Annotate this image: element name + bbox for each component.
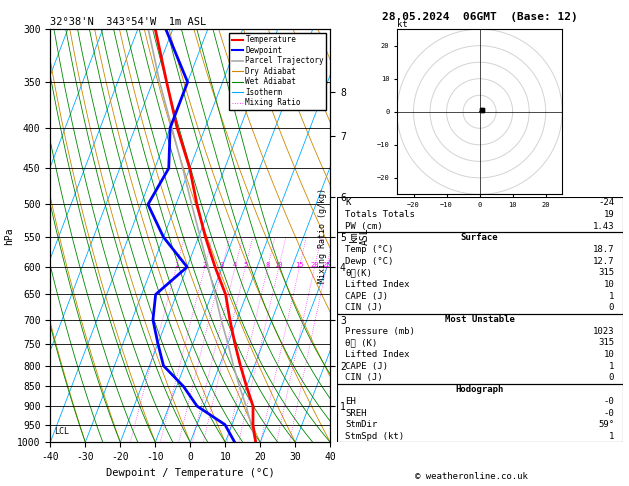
X-axis label: Dewpoint / Temperature (°C): Dewpoint / Temperature (°C) <box>106 468 275 478</box>
Text: Most Unstable: Most Unstable <box>445 315 515 324</box>
Text: 15: 15 <box>295 262 304 268</box>
Text: StmDir: StmDir <box>345 420 377 429</box>
Text: 12.7: 12.7 <box>593 257 614 266</box>
Text: 0: 0 <box>609 303 614 312</box>
Text: -0: -0 <box>603 409 614 417</box>
Text: -24: -24 <box>598 198 614 207</box>
Text: θᴇ (K): θᴇ (K) <box>345 338 377 347</box>
Text: PW (cm): PW (cm) <box>345 222 382 230</box>
Text: 10: 10 <box>603 350 614 359</box>
Legend: Temperature, Dewpoint, Parcel Trajectory, Dry Adiabat, Wet Adiabat, Isotherm, Mi: Temperature, Dewpoint, Parcel Trajectory… <box>230 33 326 110</box>
Text: StmSpd (kt): StmSpd (kt) <box>345 432 404 441</box>
Text: 315: 315 <box>598 268 614 278</box>
Text: 1: 1 <box>609 292 614 301</box>
Text: EH: EH <box>345 397 356 406</box>
Text: θᴇ(K): θᴇ(K) <box>345 268 372 278</box>
Text: Pressure (mb): Pressure (mb) <box>345 327 415 336</box>
Text: Mixing Ratio (g/kg): Mixing Ratio (g/kg) <box>318 188 327 283</box>
Text: LCL: LCL <box>54 427 69 436</box>
Text: CAPE (J): CAPE (J) <box>345 362 388 371</box>
Text: Lifted Index: Lifted Index <box>345 350 409 359</box>
Y-axis label: km
ASL: km ASL <box>348 227 370 244</box>
Text: 1.43: 1.43 <box>593 222 614 230</box>
Text: CAPE (J): CAPE (J) <box>345 292 388 301</box>
Text: 1: 1 <box>609 432 614 441</box>
Text: Hodograph: Hodograph <box>455 385 504 394</box>
Text: 18.7: 18.7 <box>593 245 614 254</box>
Text: K: K <box>345 198 350 207</box>
Text: 315: 315 <box>598 338 614 347</box>
Text: 0: 0 <box>609 373 614 382</box>
Text: 1: 1 <box>609 362 614 371</box>
Text: 10: 10 <box>603 280 614 289</box>
Text: Lifted Index: Lifted Index <box>345 280 409 289</box>
Text: SREH: SREH <box>345 409 367 417</box>
Text: 4: 4 <box>233 262 237 268</box>
Text: 5: 5 <box>243 262 247 268</box>
Text: 28.05.2024  06GMT  (Base: 12): 28.05.2024 06GMT (Base: 12) <box>382 12 577 22</box>
Y-axis label: hPa: hPa <box>4 227 14 244</box>
Text: 2: 2 <box>203 262 207 268</box>
Text: 3: 3 <box>220 262 224 268</box>
Text: © weatheronline.co.uk: © weatheronline.co.uk <box>415 472 528 481</box>
Text: Surface: Surface <box>461 233 498 242</box>
Text: 25: 25 <box>322 262 331 268</box>
Text: CIN (J): CIN (J) <box>345 373 382 382</box>
Text: Dewp (°C): Dewp (°C) <box>345 257 394 266</box>
Text: CIN (J): CIN (J) <box>345 303 382 312</box>
Text: 19: 19 <box>603 210 614 219</box>
Text: 1023: 1023 <box>593 327 614 336</box>
Text: kt: kt <box>397 20 408 29</box>
Text: Temp (°C): Temp (°C) <box>345 245 394 254</box>
Text: 20: 20 <box>310 262 319 268</box>
Text: -0: -0 <box>603 397 614 406</box>
Text: 1: 1 <box>174 262 179 268</box>
Text: 10: 10 <box>274 262 283 268</box>
Text: 59°: 59° <box>598 420 614 429</box>
Text: Totals Totals: Totals Totals <box>345 210 415 219</box>
Text: 8: 8 <box>265 262 270 268</box>
Text: 32°38'N  343°54'W  1m ASL: 32°38'N 343°54'W 1m ASL <box>50 17 206 27</box>
